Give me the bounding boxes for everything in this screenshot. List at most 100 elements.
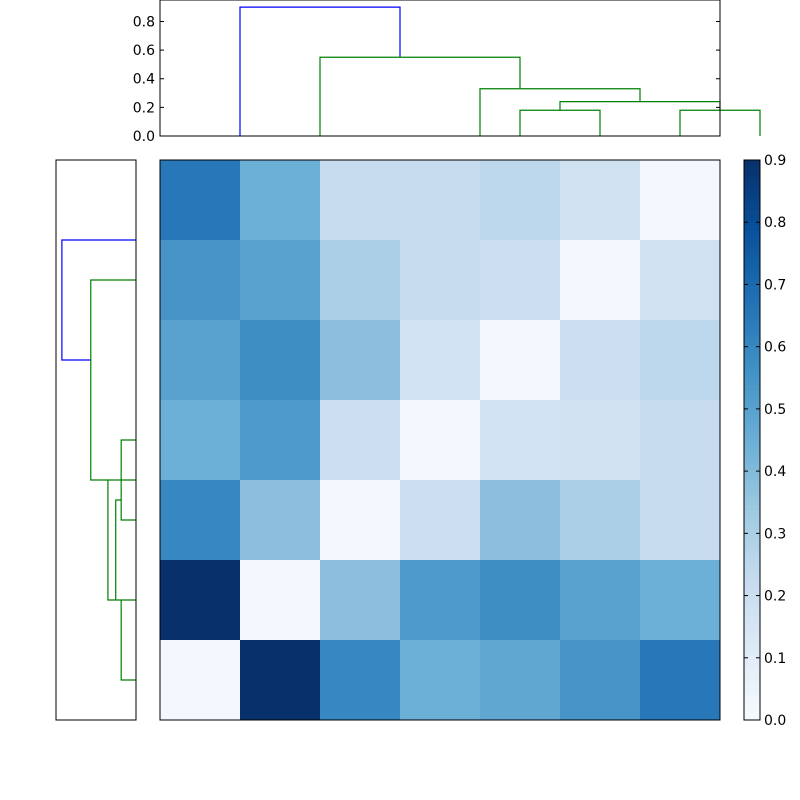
colorbar-segment: [744, 605, 760, 611]
colorbar-segment: [744, 700, 760, 706]
colorbar-tick-label: 0.9: [764, 153, 786, 169]
heatmap-cell: [480, 240, 561, 321]
heatmap-cell: [400, 640, 481, 721]
colorbar-segment: [744, 160, 760, 166]
top-dendrogram-link: [479, 88, 641, 136]
colorbar-segment: [744, 335, 760, 341]
colorbar-segment: [744, 285, 760, 291]
colorbar-segment: [744, 540, 760, 546]
left-dendrogram-link: [120, 599, 136, 681]
heatmap-cell: [400, 480, 481, 561]
heatmap-cell: [320, 400, 401, 481]
colorbar-tick-label: 0.3: [764, 526, 786, 542]
colorbar-segment: [744, 615, 760, 621]
heatmap-cell: [480, 160, 561, 241]
colorbar-segment: [744, 570, 760, 576]
colorbar-segment: [744, 260, 760, 266]
colorbar-segment: [744, 360, 760, 366]
colorbar-segment: [744, 665, 760, 671]
heatmap-cell: [240, 640, 321, 721]
heatmap-cell: [480, 640, 561, 721]
colorbar-segment: [744, 545, 760, 551]
left-dendrogram-link: [120, 439, 136, 521]
heatmap-cell: [160, 640, 241, 721]
left-dendrogram-link: [90, 279, 136, 481]
colorbar-tick-label: 0.0: [764, 713, 786, 729]
heatmap-cell: [560, 640, 641, 721]
colorbar-segment: [744, 435, 760, 441]
colorbar-segment: [744, 185, 760, 191]
top-dendrogram-tick-label: 0.2: [133, 100, 155, 116]
colorbar-segment: [744, 240, 760, 246]
colorbar-segment: [744, 715, 760, 721]
heatmap-cell: [240, 560, 321, 641]
colorbar-segment: [744, 200, 760, 206]
heatmap-cell: [320, 320, 401, 401]
colorbar-segment: [744, 660, 760, 666]
heatmap-cell: [640, 560, 721, 641]
heatmap-cell: [400, 160, 481, 241]
colorbar-tick-label: 0.1: [764, 651, 786, 667]
colorbar-segment: [744, 440, 760, 446]
heatmap-cell: [240, 320, 321, 401]
colorbar-segment: [744, 690, 760, 696]
colorbar-segment: [744, 655, 760, 661]
left-dendrogram-link: [61, 239, 136, 361]
left-dendrogram: [55, 159, 137, 721]
colorbar-segment: [744, 210, 760, 216]
colorbar-segment: [744, 165, 760, 171]
heatmap-cell: [240, 240, 321, 321]
colorbar-segment: [744, 445, 760, 451]
heatmap-cell: [640, 320, 721, 401]
colorbar-segment: [744, 345, 760, 351]
heatmap-cell: [640, 400, 721, 481]
top-dendrogram-link: [239, 6, 401, 136]
colorbar-segment: [744, 430, 760, 436]
colorbar-segment: [744, 470, 760, 476]
colorbar-segment: [744, 495, 760, 501]
heatmap-cell: [400, 400, 481, 481]
colorbar-segment: [744, 305, 760, 311]
colorbar-segment: [744, 385, 760, 391]
colorbar-segment: [744, 370, 760, 376]
colorbar-segment: [744, 515, 760, 521]
colorbar-segment: [744, 555, 760, 561]
colorbar-segment: [744, 585, 760, 591]
heatmap-cell: [560, 560, 641, 641]
heatmap-frame: [159, 159, 721, 721]
colorbar-segment: [744, 325, 760, 331]
colorbar-segment: [744, 400, 760, 406]
heatmap-cell: [320, 240, 401, 321]
colorbar-segment: [744, 600, 760, 606]
heatmap-cell: [400, 240, 481, 321]
colorbar-segment: [744, 610, 760, 616]
heatmap-cell: [560, 400, 641, 481]
colorbar-segment: [744, 180, 760, 186]
colorbar-segment: [744, 205, 760, 211]
colorbar-segment: [744, 675, 760, 681]
colorbar-segment: [744, 575, 760, 581]
colorbar-segment: [744, 640, 760, 646]
colorbar-segment: [744, 195, 760, 201]
heatmap-cell: [480, 560, 561, 641]
colorbar-segment: [744, 320, 760, 326]
heatmap-cell: [320, 480, 401, 561]
colorbar-segment: [744, 450, 760, 456]
colorbar-segment: [744, 475, 760, 481]
colorbar: 0.0 0.1 0.2 0.3 0.4 0.5 0.6 0.7 0.8 0.9: [743, 153, 786, 729]
colorbar-segment: [744, 275, 760, 281]
colorbar-segment: [744, 650, 760, 656]
heatmap-cell: [400, 560, 481, 641]
heatmap-cell: [240, 400, 321, 481]
heatmap-cell: [640, 640, 721, 721]
colorbar-segment: [744, 375, 760, 381]
colorbar-segment: [744, 620, 760, 626]
heatmap-cell: [480, 480, 561, 561]
colorbar-segment: [744, 395, 760, 401]
colorbar-segment: [744, 410, 760, 416]
heatmap-cell: [400, 320, 481, 401]
colorbar-segment: [744, 215, 760, 221]
heatmap-cell: [320, 160, 401, 241]
colorbar-segment: [744, 235, 760, 241]
